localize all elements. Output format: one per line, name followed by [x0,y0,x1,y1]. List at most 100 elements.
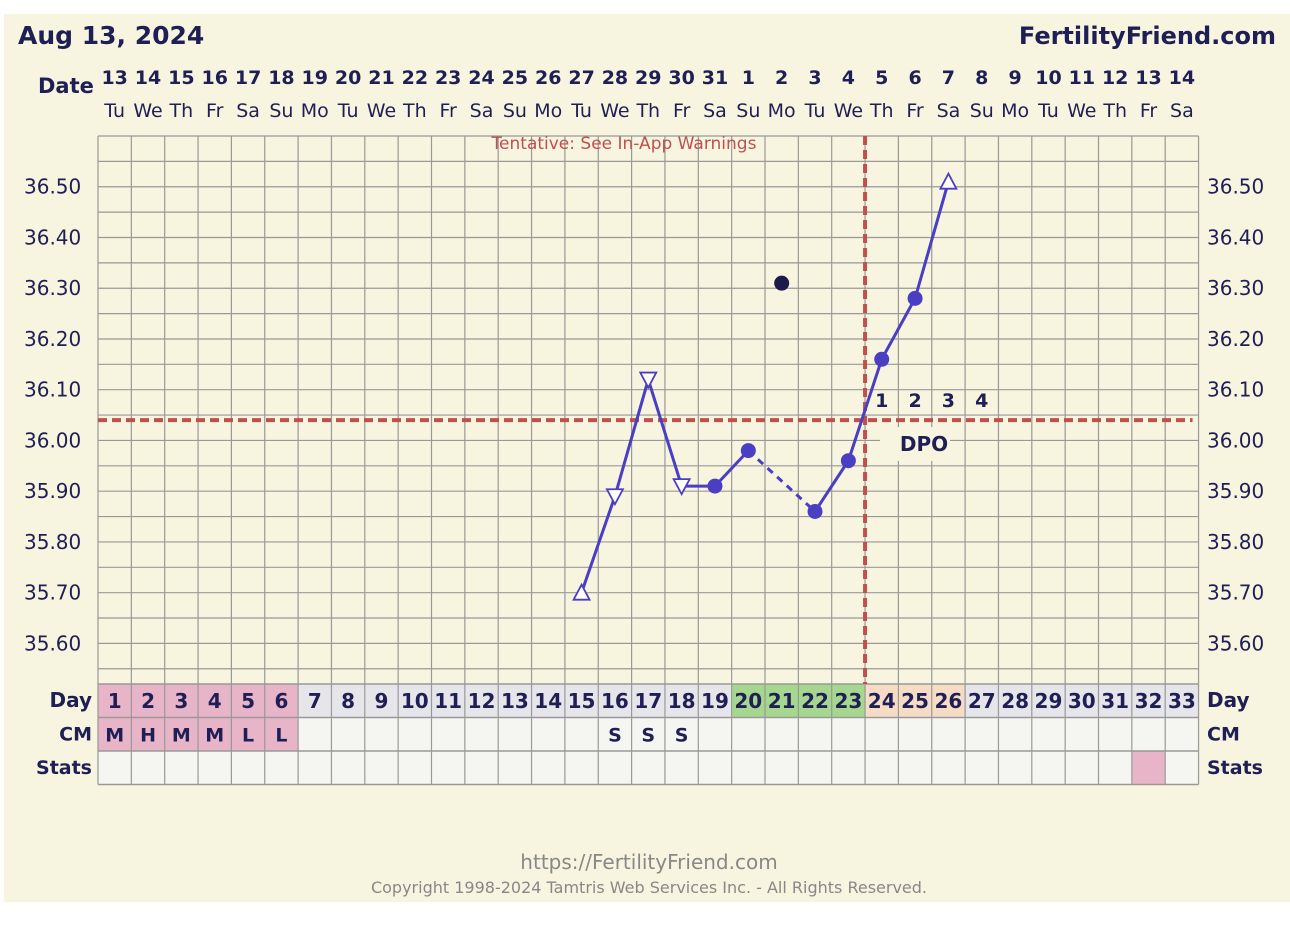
date-number-label: 12 [1102,67,1128,89]
cycle-day-label: 2 [141,689,155,713]
cm-cell [198,717,232,751]
cm-cell [765,717,799,751]
stats-cell [464,751,499,785]
cycle-day-label: 19 [701,689,729,713]
cycle-day-label: 8 [341,689,355,713]
y-tick-label-left: 35.60 [24,631,81,655]
stats-cell [765,751,799,785]
y-tick-label-right: 35.80 [1207,530,1264,554]
weekday-label: Sa [1170,100,1194,122]
day-cell [1098,684,1132,718]
temp-line-segment [846,358,884,462]
day-cell [531,684,565,718]
day-cell [664,684,699,718]
dpo-number: 4 [975,390,988,412]
stats-cell [965,751,999,785]
weekday-label: Tu [337,100,359,122]
cm-entry: M [205,725,224,747]
cm-cell [264,717,299,751]
cm-cell [131,717,165,751]
stats-cell [798,751,832,785]
day-cell [331,684,365,718]
cycle-day-label: 25 [901,689,929,713]
stats-cell [264,751,299,785]
weekday-label: We [133,100,162,122]
weekday-label: Fr [439,100,457,122]
stats-cell [164,751,199,785]
day-cell [965,684,999,718]
y-tick-label-left: 36.40 [24,225,81,249]
day-cell [765,684,799,718]
cm-cell [298,717,332,751]
weekday-label: Tu [103,100,125,122]
cycle-day-label: 30 [1068,689,1096,713]
cm-cell [1098,717,1132,751]
stats-cell [631,751,665,785]
date-number-label: 23 [435,67,461,89]
dpo-label-box [880,427,950,461]
y-tick-label-right: 35.60 [1207,631,1264,655]
temp-line-segment [713,449,750,488]
stats-cell [898,751,932,785]
y-tick-label-left: 35.80 [24,530,81,554]
date-number-label: 19 [302,67,328,89]
date-number-label: 18 [268,67,294,89]
date-number-label: 26 [535,67,561,89]
y-tick-label-right: 36.50 [1207,175,1264,199]
day-cell [231,684,265,718]
cm-cell [331,717,365,751]
date-number-label: 31 [702,67,728,89]
cycle-day-label: 31 [1101,689,1129,713]
cm-cell [998,717,1032,751]
cm-cell [865,717,899,751]
weekday-label: We [600,100,629,122]
y-tick-label-left: 36.50 [24,175,81,199]
cycle-day-label: 5 [241,689,255,713]
cm-entry: S [675,725,689,747]
date-number-label: 27 [568,67,594,89]
cm-cell [498,717,532,751]
day-cell [431,684,465,718]
weekday-label: Th [869,100,894,122]
stats-cell [1031,751,1066,785]
temp-line-segment [613,379,650,497]
day-cell [1031,684,1066,718]
date-number-label: 10 [1035,67,1061,89]
date-number-label: 25 [502,67,528,89]
cycle-day-label: 11 [434,689,462,713]
cm-entry: L [275,725,287,747]
cycle-day-label: 18 [668,689,696,713]
y-tick-label-left: 35.70 [24,581,81,605]
chart-panel: 13 14 15 16 17 18 19 20 21 22 23 24 25 26 27 28 29 30 31 1 2… [4,14,1290,902]
temp-point-dot [907,290,923,306]
day-cell [865,684,899,718]
temp-line-segment [880,297,917,360]
weekday-label: We [834,100,863,122]
cycle-day-label: 3 [174,689,188,713]
stats-cell [298,751,332,785]
cycle-day-label: 24 [868,689,896,713]
day-cell [498,684,532,718]
stats-cell [664,751,699,785]
weekday-label: Th [402,100,427,122]
cm-entry: L [242,725,254,747]
weekday-label: Fr [673,100,691,122]
cm-cell [1131,717,1166,751]
cycle-day-label: 32 [1135,689,1163,713]
temp-line-segment [646,379,684,487]
stats-cell [131,751,165,785]
cm-cell [1065,717,1099,751]
cycle-day-label: 14 [534,689,562,713]
y-tick-label-right: 36.10 [1207,378,1264,402]
day-cell [798,684,832,718]
day-cell [898,684,932,718]
tentative-note: Tentative: See In-App Warnings [491,134,757,154]
day-cell [131,684,165,718]
cycle-day-label: 22 [801,689,829,713]
cycle-day-label: 26 [935,689,963,713]
cm-cell [398,717,432,751]
weekday-label: Sa [470,100,494,122]
weekday-label: Th [635,100,660,122]
stats-cell [598,751,632,785]
cycle-day-label: 16 [601,689,629,713]
